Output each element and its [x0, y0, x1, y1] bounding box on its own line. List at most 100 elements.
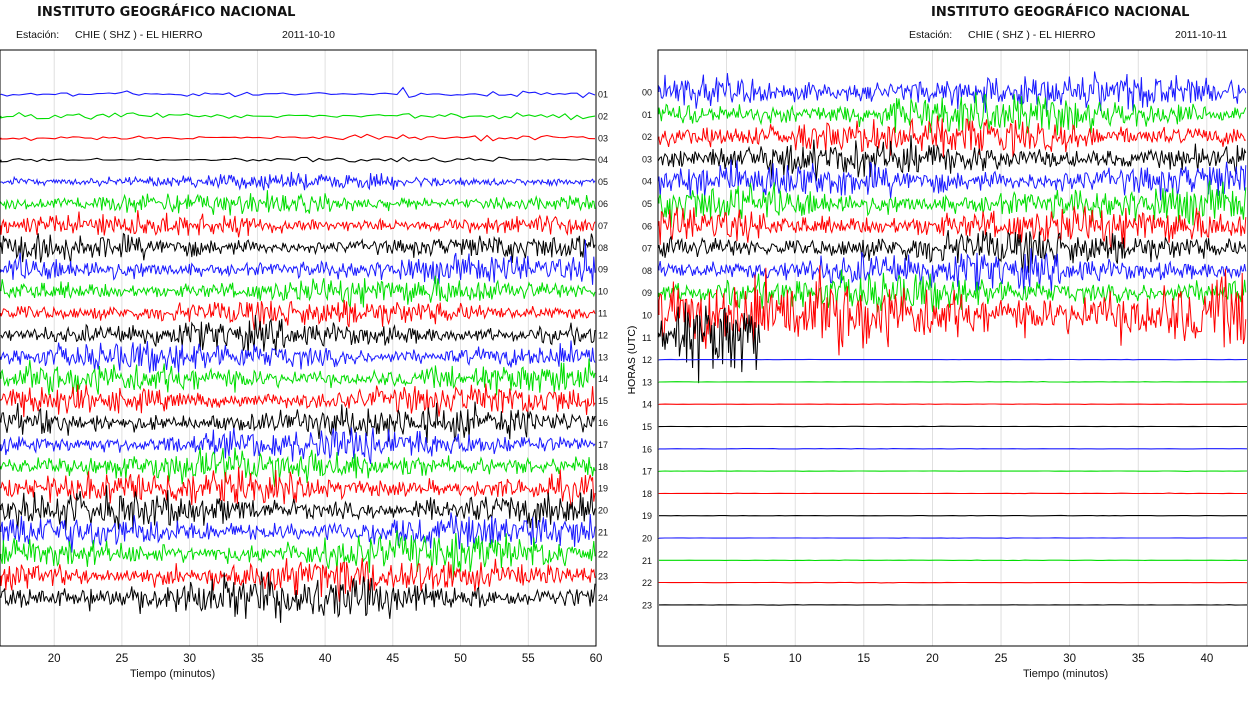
trace-00 [658, 71, 1247, 114]
trace-label: 06 [642, 221, 652, 231]
trace-label: 01 [598, 90, 608, 100]
plot-border [0, 49, 597, 647]
trace-14 [0, 358, 596, 396]
trace-label: 20 [642, 534, 652, 544]
trace-03 [658, 135, 1247, 182]
trace-06 [658, 206, 1247, 250]
trace-label: 01 [642, 110, 652, 120]
trace-label: 07 [642, 244, 652, 254]
trace-11 [658, 302, 761, 384]
x-tick-label: 5 [723, 653, 729, 665]
trace-label: 18 [642, 489, 652, 499]
trace-16 [0, 401, 596, 444]
trace-23 [658, 604, 1248, 606]
trace-label: 06 [598, 199, 608, 209]
trace-label: 03 [598, 133, 608, 143]
x-tick-label: 55 [522, 653, 535, 665]
trace-01 [658, 92, 1247, 136]
trace-label: 23 [642, 600, 652, 610]
trace-label: 16 [598, 418, 608, 428]
trace-label: 09 [642, 288, 652, 298]
trace-label: 19 [598, 484, 608, 494]
trace-label: 02 [642, 132, 652, 142]
trace-label: 08 [598, 243, 608, 253]
x-tick-label: 60 [590, 653, 603, 665]
trace-label: 23 [598, 571, 608, 581]
right-station: CHIE ( SHZ ) - EL HIERRO [968, 29, 1096, 41]
x-tick-label: 40 [319, 653, 332, 665]
right-seismogram-chart: 5 10 15 20 25 30 35 40 00 01 02 03 04 05 06 07 08 09 10 11 1… [642, 49, 1248, 665]
trace-label: 14 [642, 400, 652, 410]
trace-label: 12 [642, 355, 652, 365]
trace-19 [659, 514, 1247, 517]
trace-label: 17 [642, 467, 652, 477]
trace-08 [658, 248, 1247, 294]
x-tick-label: 35 [1132, 653, 1145, 665]
left-seismogram-chart: 20 25 30 35 40 45 50 55 60 01 02 03 04 05 06 07 08 09 10 11… [0, 49, 608, 665]
trace-label: 17 [598, 440, 608, 450]
x-tick-label: 25 [116, 653, 129, 665]
trace-22 [0, 530, 596, 580]
trace-22 [658, 581, 1248, 584]
x-tick-label: 30 [1063, 653, 1076, 665]
trace-08 [0, 232, 596, 264]
trace-04 [658, 159, 1247, 201]
trace-label: 22 [598, 549, 608, 559]
trace-label: 15 [598, 396, 608, 406]
trace-label: 04 [642, 177, 652, 187]
trace-17 [658, 470, 1248, 472]
trace-11 [0, 299, 596, 331]
plot-frame [0, 49, 597, 647]
right-x-axis-label: Tiempo (minutos) [1023, 668, 1109, 680]
trace-10 [658, 265, 1247, 356]
trace-label: 05 [642, 199, 652, 209]
trace-label: 14 [598, 374, 608, 384]
trace-17 [0, 427, 596, 465]
plot-frame [657, 49, 1248, 647]
trace-label: 10 [642, 311, 652, 321]
left-station-label: Estación: [16, 29, 60, 41]
trace-07 [0, 210, 596, 238]
trace-label: 24 [598, 593, 608, 603]
trace-02 [0, 111, 596, 121]
trace-03 [0, 133, 596, 142]
trace-label: 11 [598, 309, 607, 319]
trace-label: 19 [642, 511, 652, 521]
trace-label: 00 [642, 88, 652, 98]
trace-21 [0, 512, 596, 553]
right-title: INSTITUTO GEOGRÁFICO NACIONAL [931, 5, 1190, 20]
trace-15 [658, 425, 1247, 428]
trace-21 [659, 559, 1248, 562]
x-tick-label: 10 [789, 653, 802, 665]
trace-label: 05 [598, 177, 608, 187]
x-tick-label: 20 [48, 653, 61, 665]
trace-13 [658, 381, 1248, 383]
trace-05 [658, 180, 1247, 228]
trace-19 [0, 466, 596, 507]
trace-04 [0, 156, 596, 163]
trace-label: 21 [642, 556, 652, 566]
trace-20 [0, 485, 596, 531]
trace-07 [658, 230, 1247, 273]
x-tick-label: 30 [183, 653, 196, 665]
trace-24 [0, 571, 596, 623]
trace-label: 07 [598, 221, 608, 231]
trace-label: 20 [598, 506, 608, 516]
trace-label: 15 [642, 422, 652, 432]
trace-13 [0, 340, 596, 373]
trace-20 [658, 537, 1248, 539]
left-title: INSTITUTO GEOGRÁFICO NACIONAL [37, 5, 296, 20]
trace-label: 13 [598, 352, 608, 362]
trace-06 [0, 190, 596, 216]
x-tick-label: 40 [1200, 653, 1213, 665]
left-date: 2011-10-10 [282, 29, 335, 41]
trace-09 [0, 239, 596, 285]
left-x-axis-label: Tiempo (minutos) [130, 668, 216, 680]
x-tick-label: 20 [926, 653, 939, 665]
trace-label: 09 [598, 265, 608, 275]
x-tick-label: 25 [995, 653, 1008, 665]
trace-label: 16 [642, 444, 652, 454]
trace-label: 21 [598, 528, 608, 538]
right-date: 2011-10-11 [1175, 29, 1228, 41]
